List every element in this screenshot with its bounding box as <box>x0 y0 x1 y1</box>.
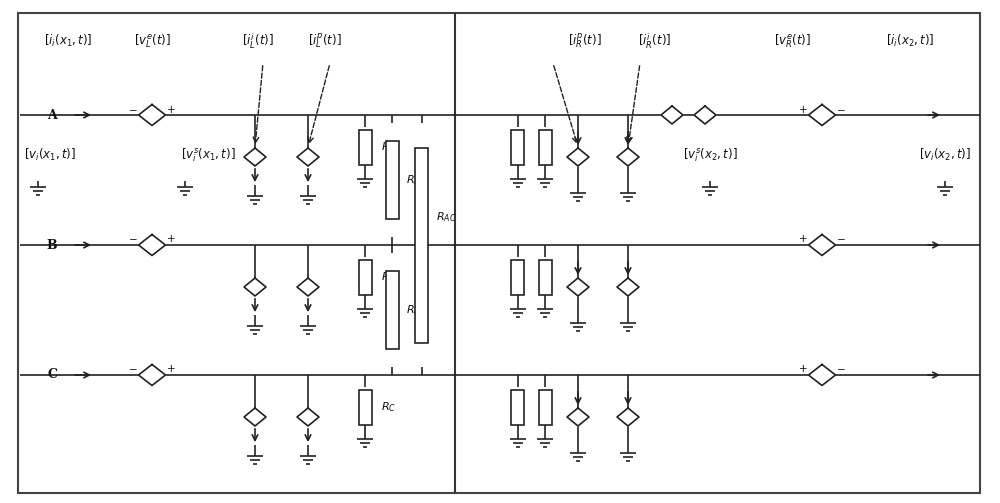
Text: $R_{AB}$: $R_{AB}$ <box>406 173 426 187</box>
Text: $-$: $-$ <box>836 365 846 374</box>
Text: $+$: $+$ <box>166 104 176 115</box>
Polygon shape <box>567 408 589 426</box>
Bar <box>358 389 372 425</box>
Text: $-$: $-$ <box>128 365 138 374</box>
Text: $+$: $+$ <box>166 364 176 375</box>
Text: $R_B$: $R_B$ <box>381 270 396 284</box>
Text: $[i_i(x_2,t)]$: $[i_i(x_2,t)]$ <box>886 33 934 49</box>
Polygon shape <box>809 234 836 256</box>
Polygon shape <box>809 365 836 385</box>
Bar <box>358 129 372 164</box>
Polygon shape <box>617 408 639 426</box>
Text: $[i_L^p(t)]$: $[i_L^p(t)]$ <box>308 32 342 50</box>
Polygon shape <box>694 106 716 124</box>
Text: $+$: $+$ <box>798 233 808 244</box>
Text: $[i_R^i(t)]$: $[i_R^i(t)]$ <box>638 31 672 51</box>
Text: $[v_i(x_2,t)]$: $[v_i(x_2,t)]$ <box>919 147 971 163</box>
Bar <box>358 260 372 294</box>
Polygon shape <box>244 148 266 166</box>
Polygon shape <box>244 278 266 296</box>
Bar <box>511 260 524 294</box>
Text: $[v_i(x_1,t)]$: $[v_i(x_1,t)]$ <box>24 147 76 163</box>
Text: B: B <box>47 238 57 252</box>
Text: $R_{BC}$: $R_{BC}$ <box>406 303 426 317</box>
Bar <box>538 389 552 425</box>
Text: $R_A$: $R_A$ <box>381 140 395 154</box>
Text: $[v_L^e(t)]$: $[v_L^e(t)]$ <box>134 32 170 50</box>
Polygon shape <box>138 365 166 385</box>
Text: $-$: $-$ <box>128 105 138 114</box>
Text: $-$: $-$ <box>128 234 138 243</box>
Text: $[i_L^i(t)]$: $[i_L^i(t)]$ <box>242 31 274 51</box>
Text: $[i_R^p(t)]$: $[i_R^p(t)]$ <box>568 32 602 50</box>
Polygon shape <box>138 234 166 256</box>
Bar <box>538 260 552 294</box>
Text: $[v_i^s(x_2,t)]$: $[v_i^s(x_2,t)]$ <box>683 146 737 164</box>
Text: $R_{AC}$: $R_{AC}$ <box>436 210 456 224</box>
Polygon shape <box>138 105 166 126</box>
Bar <box>386 271 398 349</box>
Text: C: C <box>47 369 57 381</box>
Bar <box>511 389 524 425</box>
Polygon shape <box>617 278 639 296</box>
Text: $-$: $-$ <box>836 105 846 114</box>
Polygon shape <box>809 105 836 126</box>
Text: $-$: $-$ <box>836 234 846 243</box>
Text: $+$: $+$ <box>798 364 808 375</box>
Polygon shape <box>297 278 319 296</box>
Text: $R_C$: $R_C$ <box>381 400 396 414</box>
Text: $[v_R^e(t)]$: $[v_R^e(t)]$ <box>774 32 810 50</box>
Polygon shape <box>297 148 319 166</box>
Polygon shape <box>661 106 683 124</box>
Polygon shape <box>567 278 589 296</box>
Bar <box>511 129 524 164</box>
Polygon shape <box>567 148 589 166</box>
Polygon shape <box>617 148 639 166</box>
Bar <box>538 129 552 164</box>
Bar <box>415 147 428 343</box>
Bar <box>386 141 398 219</box>
Text: A: A <box>47 109 57 122</box>
Polygon shape <box>297 408 319 426</box>
Text: $[i_i(x_1,t)]$: $[i_i(x_1,t)]$ <box>44 33 92 49</box>
Polygon shape <box>244 408 266 426</box>
Text: $[v_i^s(x_1,t)]$: $[v_i^s(x_1,t)]$ <box>181 146 235 164</box>
Text: $+$: $+$ <box>798 104 808 115</box>
FancyBboxPatch shape <box>18 13 980 493</box>
Text: $+$: $+$ <box>166 233 176 244</box>
